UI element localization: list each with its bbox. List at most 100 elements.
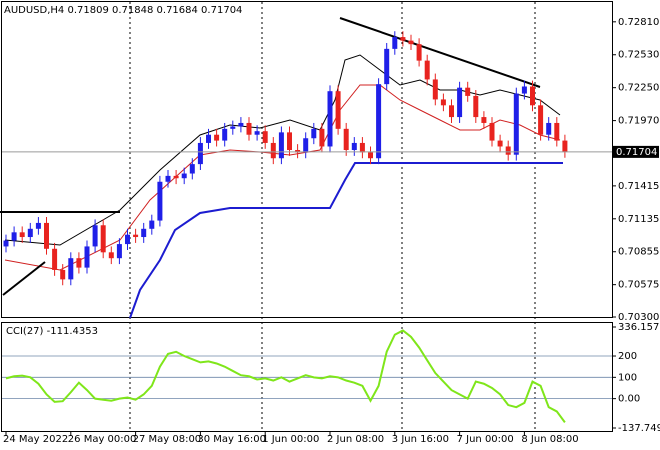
y-tick-label: 0.00 bbox=[618, 394, 640, 405]
candle-body bbox=[513, 93, 519, 155]
y-tick-label: 0.72810 bbox=[618, 17, 659, 28]
candle-body bbox=[3, 240, 9, 247]
y-tick-label: 336.1578 bbox=[618, 322, 660, 333]
candle-body bbox=[392, 37, 398, 49]
candle-body bbox=[408, 40, 414, 45]
candle-body bbox=[116, 244, 122, 259]
candle-body bbox=[19, 232, 25, 238]
x-tick-label: 26 May 00:00 bbox=[68, 434, 137, 445]
last-price-box bbox=[613, 145, 659, 158]
candle-body bbox=[157, 181, 163, 221]
candle-body bbox=[319, 128, 325, 147]
candle-body bbox=[246, 122, 252, 135]
x-tick-label: 3 Jun 16:00 bbox=[392, 434, 449, 445]
candle-body bbox=[254, 131, 260, 135]
x-tick-label: 1 Jun 00:00 bbox=[262, 434, 319, 445]
candle-body bbox=[505, 146, 511, 155]
candle-body bbox=[424, 60, 430, 80]
candle-body bbox=[189, 164, 195, 174]
candle-body bbox=[473, 95, 479, 118]
candle-body bbox=[351, 142, 357, 151]
y-tick-label: 100 bbox=[618, 372, 637, 383]
candle-body bbox=[60, 269, 66, 280]
candle-body bbox=[100, 225, 106, 253]
y-tick-label: 0.71970 bbox=[618, 116, 659, 127]
candle-body bbox=[214, 134, 220, 141]
candle-body bbox=[165, 175, 171, 182]
candle-body bbox=[287, 132, 292, 151]
candle-body bbox=[497, 140, 503, 147]
fast-ma bbox=[4, 54, 561, 246]
y-tick-label: 0.72530 bbox=[618, 50, 659, 61]
candle-body bbox=[44, 222, 49, 249]
x-tick-label: 7 Jun 00:00 bbox=[457, 434, 514, 445]
candle-body bbox=[489, 122, 495, 141]
candle-body bbox=[335, 91, 341, 129]
candle-body bbox=[84, 246, 90, 268]
cci-line bbox=[5, 329, 566, 423]
candle-body bbox=[222, 128, 228, 141]
x-tick-label: 2 Jun 08:00 bbox=[327, 434, 384, 445]
candle-body bbox=[262, 131, 268, 143]
cci-header: CCI(27) -111.4353 bbox=[6, 326, 98, 337]
candle-body bbox=[230, 126, 236, 129]
candle-body bbox=[400, 37, 406, 41]
candle-body bbox=[278, 132, 284, 159]
candle-body bbox=[149, 220, 155, 229]
candle-body bbox=[270, 142, 276, 159]
trailing-stop bbox=[129, 162, 563, 319]
candle-body bbox=[76, 258, 82, 268]
candle-body bbox=[546, 122, 552, 135]
candle-body bbox=[465, 87, 471, 96]
candle-body bbox=[384, 48, 390, 85]
candle-body bbox=[432, 79, 438, 100]
candle-body bbox=[295, 150, 301, 153]
x-tick-label: 24 May 2022 bbox=[3, 434, 68, 445]
candle-body bbox=[449, 105, 454, 118]
price-panel bbox=[1, 1, 613, 318]
x-tick-label: 27 May 08:00 bbox=[133, 434, 202, 445]
y-tick-label: 0.71415 bbox=[618, 181, 659, 192]
candle-body bbox=[530, 86, 535, 106]
candle-body bbox=[457, 87, 463, 118]
candle-body bbox=[440, 99, 446, 106]
trend-line bbox=[339, 17, 541, 88]
candle-body bbox=[303, 138, 309, 153]
y-tick-label: 0.72250 bbox=[618, 83, 659, 94]
x-tick-label: 8 Jun 08:00 bbox=[521, 434, 578, 445]
candle-body bbox=[141, 228, 147, 238]
candle-body bbox=[27, 228, 33, 238]
candle-body bbox=[359, 142, 365, 153]
candle-body bbox=[311, 128, 317, 139]
candle-body bbox=[11, 232, 17, 241]
candle-body bbox=[181, 173, 187, 179]
x-tick-label: 30 May 16:00 bbox=[197, 434, 266, 445]
trend-line bbox=[2, 261, 46, 296]
candle-body bbox=[108, 252, 114, 259]
candle-body bbox=[376, 84, 382, 159]
candle-body bbox=[197, 142, 203, 165]
candle-body bbox=[35, 222, 41, 229]
candle-body bbox=[416, 44, 422, 61]
candle-body bbox=[173, 175, 179, 179]
candle-body bbox=[206, 134, 211, 143]
candle-body bbox=[343, 128, 349, 151]
candle-body bbox=[562, 140, 568, 152]
candle-body bbox=[125, 234, 130, 245]
candle-body bbox=[481, 117, 487, 123]
candle-body bbox=[133, 234, 139, 238]
y-tick-label: 0.70855 bbox=[618, 247, 659, 258]
y-tick-label: 200 bbox=[618, 351, 637, 362]
candle-body bbox=[52, 248, 58, 270]
candle-body bbox=[238, 122, 244, 127]
y-tick-label: -137.7493 bbox=[618, 423, 660, 434]
session-lines bbox=[129, 2, 536, 432]
candle-body bbox=[327, 91, 333, 147]
last-price-label: 0.71704 bbox=[616, 147, 657, 158]
y-tick-label: 0.71135 bbox=[618, 214, 659, 225]
candle-body bbox=[538, 105, 544, 135]
y-tick-label: 0.70575 bbox=[618, 280, 659, 291]
candle-body bbox=[554, 122, 560, 141]
